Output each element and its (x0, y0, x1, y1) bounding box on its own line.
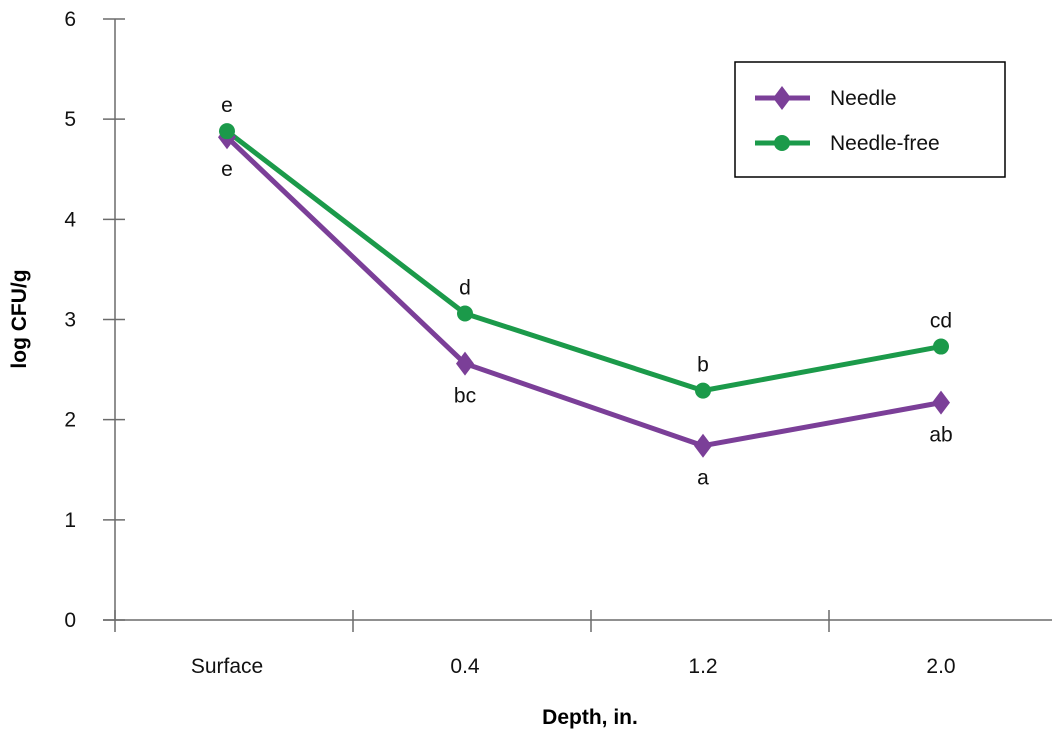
series-layer (218, 123, 950, 458)
x-axis-title: Depth, in. (542, 706, 638, 729)
x-tick-label: Surface (191, 655, 263, 678)
x-tick-label: 0.4 (450, 655, 480, 678)
legend: Needle Needle-free (734, 61, 1006, 178)
y-tick-label: 2 (64, 409, 76, 432)
significance-label: e (221, 158, 233, 181)
x-tick-label: 1.2 (688, 655, 717, 678)
legend-label: Needle-free (830, 132, 940, 155)
needle-free-circle-marker (774, 135, 790, 151)
y-tick-label: 4 (64, 208, 76, 231)
needle-diamond-marker (456, 351, 474, 376)
y-tick-label: 1 (64, 509, 76, 532)
significance-label: e (221, 94, 233, 117)
needle-free-circle-marker (457, 305, 473, 322)
x-tick-label: 2.0 (926, 655, 955, 678)
legend-label: Needle (830, 87, 897, 110)
point-labels: e bc a ab e d b cd (221, 94, 953, 490)
series-line-needle (225, 135, 942, 449)
axes: 0 1 2 3 4 5 6 Surface 0.4 1.2 2.0 (64, 8, 1052, 678)
needle-free-circle-marker (933, 338, 949, 355)
significance-label: a (697, 467, 709, 490)
y-tick-label: 0 (64, 609, 76, 632)
significance-label: d (459, 276, 471, 299)
legend-box (734, 61, 1006, 178)
y-tick-label: 3 (64, 309, 76, 332)
needle-diamond-marker (932, 390, 950, 415)
significance-label: bc (454, 385, 476, 408)
significance-label: b (697, 354, 709, 377)
needle-free-circle-marker (219, 123, 235, 140)
y-axis-title: log CFU/g (8, 269, 31, 368)
needle-free-circle-marker (695, 382, 711, 399)
y-tick-label: 6 (64, 8, 76, 31)
significance-label: ab (929, 424, 952, 447)
y-tick-label: 5 (64, 108, 76, 131)
significance-label: cd (930, 310, 952, 333)
needle-diamond-marker (694, 433, 712, 458)
series-line-needle-free (225, 129, 942, 394)
needle-diamond-marker (773, 86, 791, 110)
